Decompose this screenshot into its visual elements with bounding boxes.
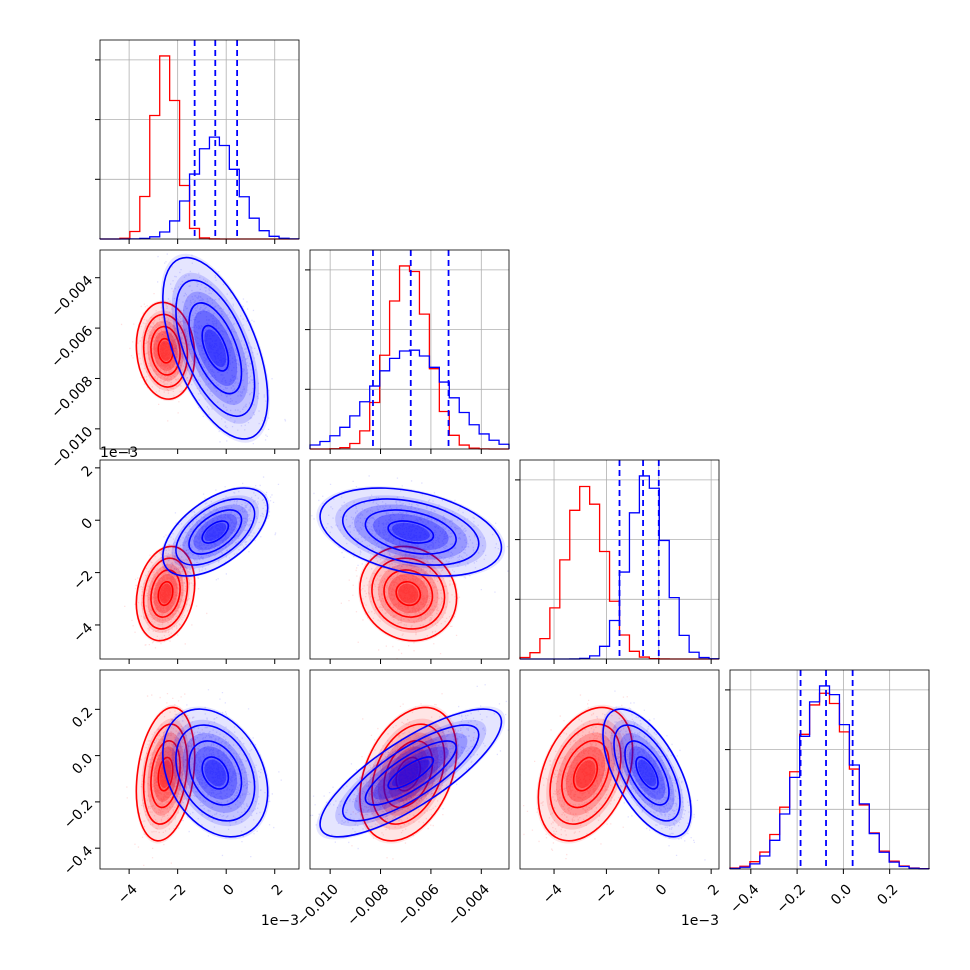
hist-panel-3: [515, 459, 720, 660]
x-offset-label: 1e−3: [681, 913, 719, 929]
series_b-contour: [135, 301, 196, 400]
series_a-contour: [319, 487, 503, 577]
series_b-scatter: [126, 693, 206, 866]
x-offset-label: 1e−3: [261, 913, 299, 929]
series_a-contour: [635, 756, 659, 790]
series_b-contour: [142, 313, 189, 388]
x-tick-label: −2: [163, 881, 189, 907]
scatter-panel-2-4: [309, 669, 510, 874]
series_b-contour: [572, 756, 599, 792]
x-tick-label: 0: [653, 881, 671, 899]
series_b-scatter: [120, 290, 203, 422]
x-tick-label: 2: [269, 881, 287, 899]
series_b-contour: [135, 706, 196, 842]
y-tick-label: 0.0: [69, 751, 96, 778]
series_a-contour: [201, 756, 230, 790]
scatter-panel-2-3: [309, 459, 510, 664]
x-tick-label: −0.010: [294, 881, 342, 929]
series_a-contour: [175, 498, 256, 566]
hist-panel-4: [725, 669, 930, 870]
scatter-panel-1-4: [95, 669, 300, 874]
series_b-contour: [549, 723, 622, 825]
series_a-scatter: [310, 684, 509, 851]
series_a-contour: [364, 740, 457, 806]
series_b-contour: [359, 706, 458, 842]
series_b-hist-2: [309, 265, 510, 450]
x-tick-label: 0: [220, 881, 238, 899]
x-tick-label: −4: [115, 881, 141, 907]
series_a-contour: [613, 724, 681, 822]
series_b-contour: [135, 545, 196, 642]
series_a-contour: [387, 520, 435, 544]
y-tick-label: −0.2: [61, 797, 96, 832]
series_b-scatter: [124, 534, 208, 649]
x-tick-label: 0.2: [874, 881, 901, 908]
series_b-contour: [142, 723, 189, 825]
series_b-contour: [395, 580, 422, 607]
series_a-contour: [387, 756, 435, 790]
x-tick-label: −0.008: [344, 881, 392, 929]
series_b-contour: [383, 740, 434, 809]
series_b-contour: [561, 740, 610, 809]
series_b-contour: [150, 740, 181, 809]
y-tick-label: 0: [79, 515, 97, 533]
series_a-scatter: [311, 475, 509, 593]
series_a-contour: [162, 487, 269, 577]
x-tick-label: −0.2: [773, 881, 808, 916]
series_a-hist-4: [729, 685, 930, 870]
series_a-contour: [188, 302, 243, 395]
series_b-contour: [157, 756, 174, 792]
series_a-contour: [201, 520, 230, 544]
series_b-contour: [359, 545, 458, 642]
series_b-contour: [157, 580, 174, 607]
series_a-contour: [162, 256, 269, 440]
y-tick-label: −0.004: [48, 273, 96, 321]
series_a-scatter: [592, 690, 706, 861]
scatter-panel-3-4: [519, 669, 720, 874]
series_a-contour: [201, 324, 230, 372]
y-tick-label: −0.010: [48, 424, 96, 472]
scatter-panel-1-3: [95, 459, 300, 664]
y-tick-label: −4: [70, 620, 96, 646]
series_a-contour: [364, 509, 457, 555]
series_a-contour: [188, 509, 243, 555]
series_a-contour: [341, 724, 480, 822]
y-tick-label: 2: [79, 463, 97, 481]
x-tick-label: −4: [540, 881, 566, 907]
series_a-scatter: [149, 689, 282, 858]
series_a-contour: [341, 498, 480, 566]
y-tick-label: 0.2: [69, 704, 96, 731]
scatter-panel-1-2: [95, 249, 300, 454]
x-tick-label: −2: [592, 881, 618, 907]
x-tick-label: 0.0: [828, 881, 855, 908]
x-tick-label: 2: [705, 881, 723, 899]
y-tick-label: −2: [70, 568, 96, 594]
series_a-hist-2: [309, 349, 510, 449]
series_a-contour: [175, 279, 256, 418]
series_b-scatter: [520, 694, 643, 860]
series_a-contour: [162, 708, 269, 838]
x-tick-label: −0.006: [395, 881, 443, 929]
series_a-contour: [188, 740, 243, 806]
series_a-contour: [602, 708, 692, 838]
y-offset-label: 1e−3: [100, 445, 138, 461]
series_a-contour: [175, 724, 256, 822]
series_a-contour: [319, 708, 503, 838]
series_b-contour: [371, 557, 446, 630]
series_b-contour: [371, 723, 446, 825]
series_a-contour: [624, 740, 670, 806]
hist-panel-2: [305, 249, 510, 450]
hist-panel-1: [95, 39, 300, 240]
y-tick-label: −0.4: [61, 843, 96, 878]
series_b-contour: [150, 325, 181, 376]
x-tick-label: −0.004: [445, 881, 493, 929]
series_b-contour: [142, 557, 189, 630]
series_b-contour: [537, 706, 634, 842]
y-tick-label: −0.006: [48, 323, 96, 371]
x-tick-label: −0.4: [727, 881, 762, 916]
series_b-contour: [150, 569, 181, 618]
y-tick-label: −0.008: [48, 373, 96, 421]
